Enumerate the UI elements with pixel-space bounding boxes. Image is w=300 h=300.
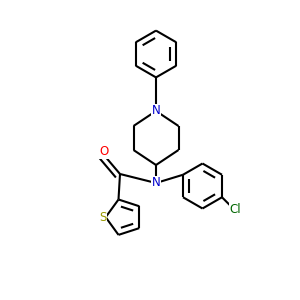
Text: S: S bbox=[99, 211, 106, 224]
Text: O: O bbox=[99, 145, 108, 158]
Text: N: N bbox=[152, 104, 160, 118]
Text: N: N bbox=[152, 176, 160, 190]
Text: Cl: Cl bbox=[230, 203, 241, 216]
